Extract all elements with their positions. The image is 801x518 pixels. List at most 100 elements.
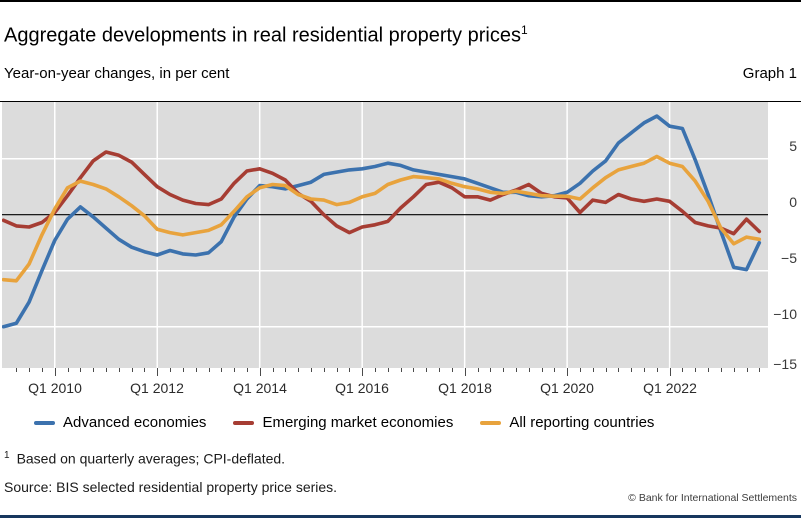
- x-axis-quarter-tick: [554, 367, 556, 372]
- footnote-text: Based on quarterly averages; CPI-deflate…: [16, 450, 286, 467]
- x-axis-quarter-tick: [106, 367, 107, 372]
- x-axis-quarter-tick: [695, 367, 697, 372]
- page-title: Aggregate developments in real residenti…: [4, 16, 797, 50]
- x-axis-quarter-tick: [144, 367, 146, 372]
- legend-label: Emerging market economies: [262, 414, 454, 432]
- legend-label: Advanced economies: [63, 414, 207, 432]
- y-axis-label-m10: −10: [773, 305, 797, 322]
- x-axis-label-2012: Q1 2012: [130, 379, 184, 396]
- x-axis-quarter-tick: [208, 367, 210, 372]
- x-axis-quarter-tick: [451, 367, 453, 372]
- x-axis-quarter-tick: [131, 367, 133, 372]
- chart-area: 5 0 −5 −10 −15 Q1 2010 Q1 2012 Q1 2014 Q…: [0, 100, 801, 401]
- series-line-all-reporting-countries: [2, 154, 762, 283]
- x-axis-quarter-tick: [170, 367, 171, 372]
- x-axis-quarter-tick: [759, 367, 761, 372]
- x-axis-quarter-tick: [618, 367, 620, 372]
- x-axis-quarter-tick: [298, 367, 300, 372]
- x-axis-quarter-tick: [272, 367, 274, 372]
- x-axis-label-2016: Q1 2016: [335, 379, 389, 396]
- x-axis-quarter-tick: [16, 367, 18, 372]
- y-axis-label-5: 5: [789, 137, 797, 154]
- legend-label: All reporting countries: [509, 414, 655, 432]
- x-axis-quarter-tick: [515, 367, 517, 372]
- x-axis-quarter-tick: [746, 367, 748, 372]
- x-axis-quarter-tick: [234, 367, 236, 372]
- x-axis-quarter-tick: [528, 367, 530, 372]
- line-chart: [2, 101, 768, 368]
- x-axis-quarter-tick: [182, 367, 184, 372]
- title-text: Aggregate developments in real residenti…: [4, 24, 521, 47]
- x-axis-label-2022: Q1 2022: [643, 379, 697, 396]
- x-axis-year-tick: [567, 367, 569, 376]
- footnote: 1 Based on quarterly averages; CPI-deflat…: [0, 450, 801, 467]
- bottom-rule: [0, 515, 801, 518]
- x-axis-quarter-tick: [644, 367, 645, 372]
- x-axis-quarter-tick: [503, 367, 505, 372]
- x-axis-quarter-tick: [323, 367, 325, 372]
- top-rule: [0, 0, 801, 2]
- x-axis-year-tick: [54, 367, 56, 376]
- x-axis-quarter-tick: [336, 367, 338, 372]
- y-axis-label-m15: −15: [773, 355, 797, 372]
- x-axis-quarter-tick: [656, 367, 658, 372]
- x-axis-quarter-tick: [29, 367, 31, 372]
- x-axis-quarter-tick: [580, 367, 581, 372]
- x-axis-quarter-tick: [93, 367, 95, 372]
- footnote-marker: 1: [4, 449, 10, 461]
- x-axis-quarter-tick: [426, 367, 428, 372]
- chart-subtitle: Year-on-year changes, in per cent: [4, 64, 230, 82]
- x-axis-label-2018: Q1 2018: [438, 379, 492, 396]
- x-axis-quarter-tick: [246, 367, 248, 372]
- x-axis-year-tick: [464, 367, 466, 376]
- copyright-notice: © Bank for International Settlements: [628, 492, 797, 505]
- x-axis-quarter-tick: [631, 367, 633, 372]
- subtitle-row: Year-on-year changes, in per cent Graph …: [0, 50, 801, 82]
- plot-top-border: [0, 100, 801, 102]
- x-axis-quarter-tick: [118, 367, 120, 372]
- title-footnote-marker: 1: [520, 23, 528, 37]
- x-axis-ticks: [2, 367, 768, 377]
- x-axis-quarter-tick: [682, 367, 684, 372]
- x-axis-quarter-tick: [349, 367, 351, 372]
- x-axis-label-2014: Q1 2014: [233, 379, 287, 396]
- legend-line-swatch-blue: [34, 420, 55, 425]
- x-axis-quarter-tick: [708, 367, 710, 372]
- x-axis-quarter-tick: [490, 367, 492, 372]
- x-axis-quarter-tick: [477, 367, 479, 372]
- series-line-advanced-economies: [2, 113, 762, 329]
- legend-line-swatch-red: [233, 420, 255, 425]
- x-axis-quarter-tick: [733, 367, 735, 372]
- chart-plot: [2, 101, 768, 368]
- x-axis-quarter-tick: [285, 367, 287, 372]
- x-axis-quarter-tick: [67, 367, 69, 372]
- x-axis-year-tick: [157, 367, 159, 376]
- x-axis-quarter-tick: [720, 367, 722, 372]
- x-axis-quarter-tick: [605, 367, 607, 372]
- chart-legend: Advanced economies Emerging market econo…: [0, 411, 801, 435]
- legend-line-swatch-orange: [480, 420, 502, 425]
- header: Aggregate developments in real residenti…: [0, 2, 801, 50]
- x-axis-year-tick: [669, 367, 671, 376]
- series-line-emerging-market-economies: [2, 149, 762, 236]
- y-axis-label-0: 0: [789, 193, 797, 210]
- x-axis-quarter-tick: [41, 367, 43, 372]
- x-axis-label-2010: Q1 2010: [28, 379, 82, 396]
- x-axis-quarter-tick: [387, 367, 389, 372]
- x-axis-quarter-tick: [310, 367, 312, 372]
- graph-number-label: Graph 1: [742, 64, 797, 82]
- x-axis-quarter-tick: [592, 367, 594, 372]
- x-axis-year-tick: [362, 367, 364, 376]
- x-axis-year-tick: [259, 367, 261, 376]
- legend-item-all-reporting-countries: All reporting countries: [480, 414, 654, 431]
- x-axis-quarter-tick: [400, 367, 402, 372]
- x-axis-quarter-tick: [413, 367, 415, 372]
- x-axis-quarter-tick: [541, 367, 543, 372]
- source-line: Source: BIS selected residential propert…: [4, 479, 338, 496]
- x-axis-quarter-tick: [80, 367, 82, 372]
- y-axis-label-m5: −5: [781, 249, 797, 266]
- legend-item-advanced-economies: Advanced economies: [34, 414, 206, 431]
- x-axis-quarter-tick: [221, 367, 223, 372]
- x-axis-quarter-tick: [375, 367, 376, 372]
- x-axis-quarter-tick: [439, 367, 440, 372]
